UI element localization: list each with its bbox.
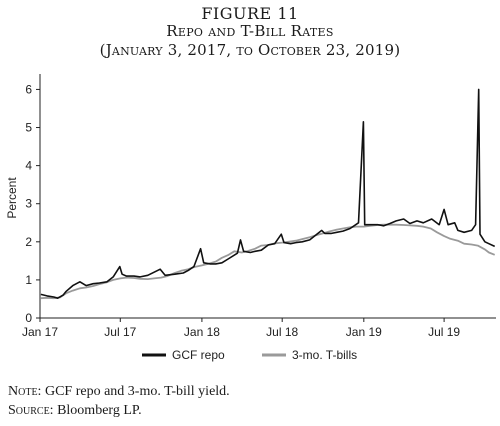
legend-label-t-bills: 3-mo. T-bills	[292, 348, 357, 362]
x-tick-label: Jul 17	[104, 325, 136, 339]
x-tick-label: Jul 19	[428, 325, 460, 339]
y-tick-label: 0	[25, 311, 32, 325]
repo-tbill-chart: 0 1 2 3 4 5 6 Percent Jan 17 Jul 17 Jan 18 Jul 18 Ja…	[5, 74, 496, 362]
x-tick-label: Jan 18	[184, 325, 220, 339]
series-line-gcf-repo	[40, 88, 496, 299]
x-tick-label: Jan 17	[22, 325, 58, 339]
figure-subtitle: (January 3, 2017, to October 23, 2019)	[99, 41, 401, 59]
chart-note: Note: GCF repo and 3-mo. T-bill yield.	[8, 384, 230, 400]
note-label: Note:	[8, 384, 42, 399]
chart-source: Source: Bloomberg LP.	[8, 403, 142, 419]
legend-label-gcf-repo: GCF repo	[172, 348, 225, 362]
figure-label: FIGURE 11	[201, 4, 299, 23]
source-label: Source:	[8, 403, 54, 418]
note-text: GCF repo and 3-mo. T-bill yield.	[41, 384, 230, 399]
figure-title: Repo and T-Bill Rates	[166, 22, 334, 40]
y-axis-label: Percent	[5, 177, 19, 219]
y-tick-label: 1	[25, 273, 32, 287]
y-tick-label: 4	[25, 159, 32, 173]
y-tick-label: 2	[25, 235, 32, 249]
x-tick-label: Jan 19	[346, 325, 382, 339]
series-line-t-bills	[40, 223, 496, 300]
y-tick-label: 5	[25, 121, 32, 135]
x-tick-label: Jul 18	[266, 325, 298, 339]
y-tick-label: 6	[25, 82, 32, 96]
source-text: Bloomberg LP.	[53, 403, 142, 418]
y-tick-label: 3	[25, 197, 32, 211]
